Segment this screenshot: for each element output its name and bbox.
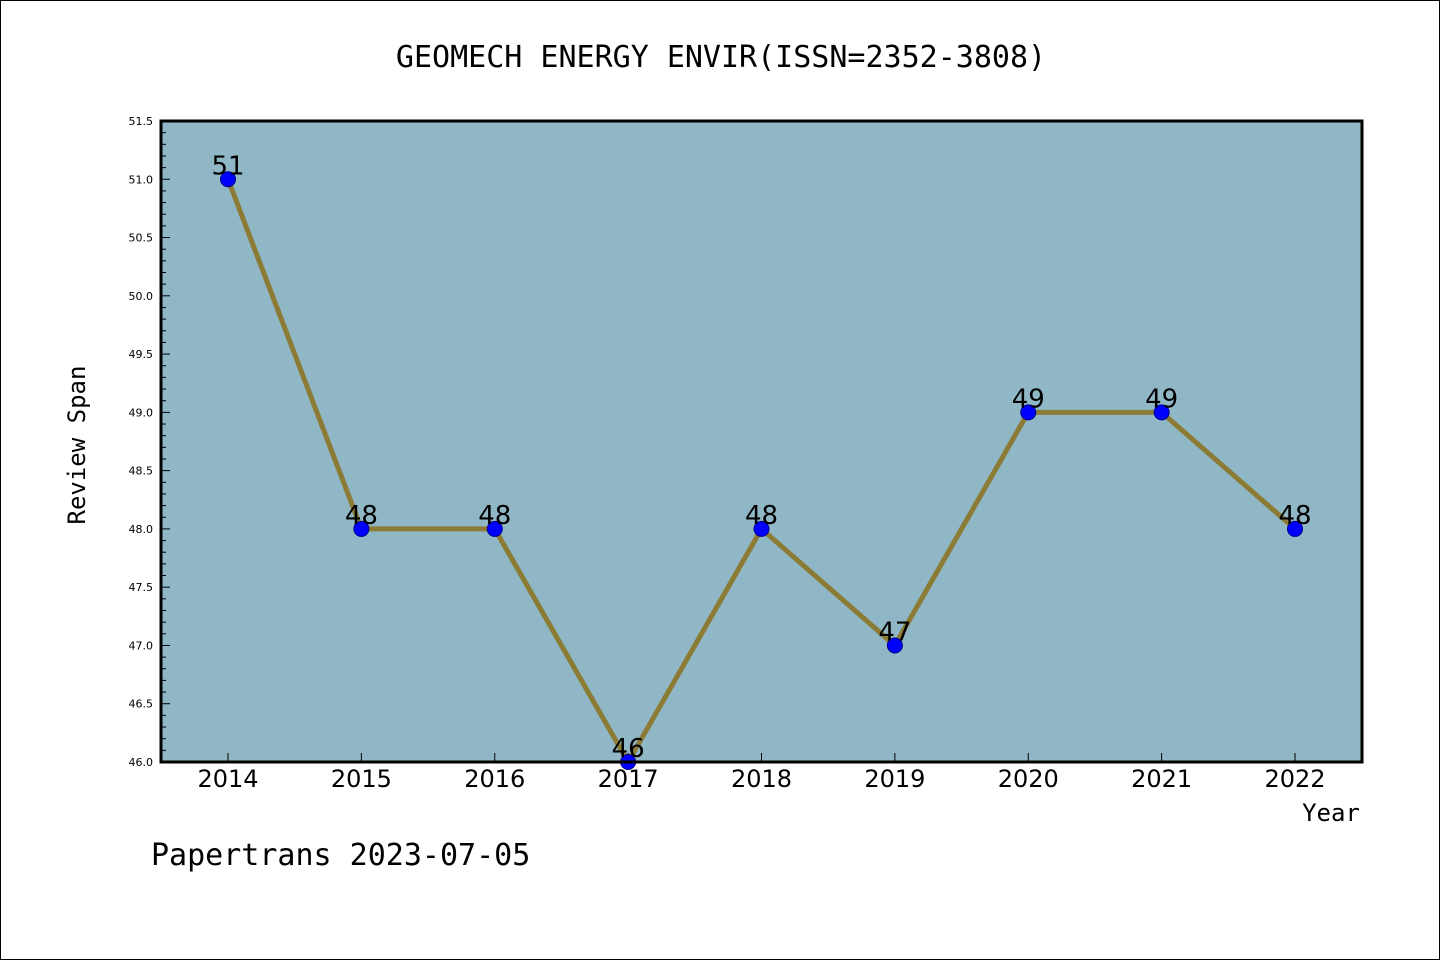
data-points [220,171,1303,770]
y-axis-label: Review Span [63,366,91,525]
y-tick-label: 46.5 [129,698,154,711]
y-tick-label: 48.0 [129,523,154,536]
x-tick-label: 2018 [731,765,792,793]
x-tick-label: 2016 [464,765,525,793]
y-tick-label: 47.5 [129,581,154,594]
plot-area [161,121,1362,762]
plot-border [159,119,1364,764]
chart-title: GEOMECH ENERGY ENVIR(ISSN=2352-3808) [396,40,1046,75]
data-label: 47 [878,617,911,647]
data-labels: 51 48 48 46 48 47 49 49 48 [211,151,1311,764]
data-point [486,520,503,537]
data-point [886,637,903,654]
x-tick-label: 2014 [197,765,258,793]
x-tick-label: 2022 [1264,765,1325,793]
y-tick-label: 51.5 [129,115,154,128]
data-label: 48 [478,501,511,531]
data-point [1020,404,1037,421]
x-tick-label: 2015 [331,765,392,793]
x-axis: 2014 2015 2016 2017 2018 2019 2020 2021 2022 [197,753,1326,793]
y-tick-label: 46.0 [129,756,154,769]
y-tick-label: 49.0 [129,406,154,419]
data-point [353,520,370,537]
y-tick-label: 47.0 [129,639,154,652]
data-point [753,520,770,537]
data-label: 51 [211,151,244,181]
data-label: 48 [1278,501,1311,531]
y-axis: 46.0 46.5 47.0 47.5 48.0 48.5 49.0 49.5 50.0 50.5… [129,115,170,769]
data-label: 49 [1012,384,1045,414]
y-tick-label: 51.0 [129,173,154,186]
y-tick-label: 49.5 [129,348,154,361]
data-point [1287,520,1303,537]
x-tick-label: 2021 [1131,765,1192,793]
x-tick-label: 2020 [998,765,1059,793]
data-label: 46 [612,734,645,764]
y-tick-label: 48.5 [129,465,154,478]
y-tick-label: 50.5 [129,232,154,245]
footer-text: Papertrans 2023-07-05 [151,838,530,873]
data-point [1153,404,1170,421]
data-label: 48 [745,501,778,531]
x-axis-label: Year [1302,799,1360,827]
x-tick-label: 2019 [864,765,925,793]
data-label: 48 [345,501,378,531]
data-label: 49 [1145,384,1178,414]
data-point [220,171,236,188]
y-tick-label: 50.0 [129,290,154,303]
